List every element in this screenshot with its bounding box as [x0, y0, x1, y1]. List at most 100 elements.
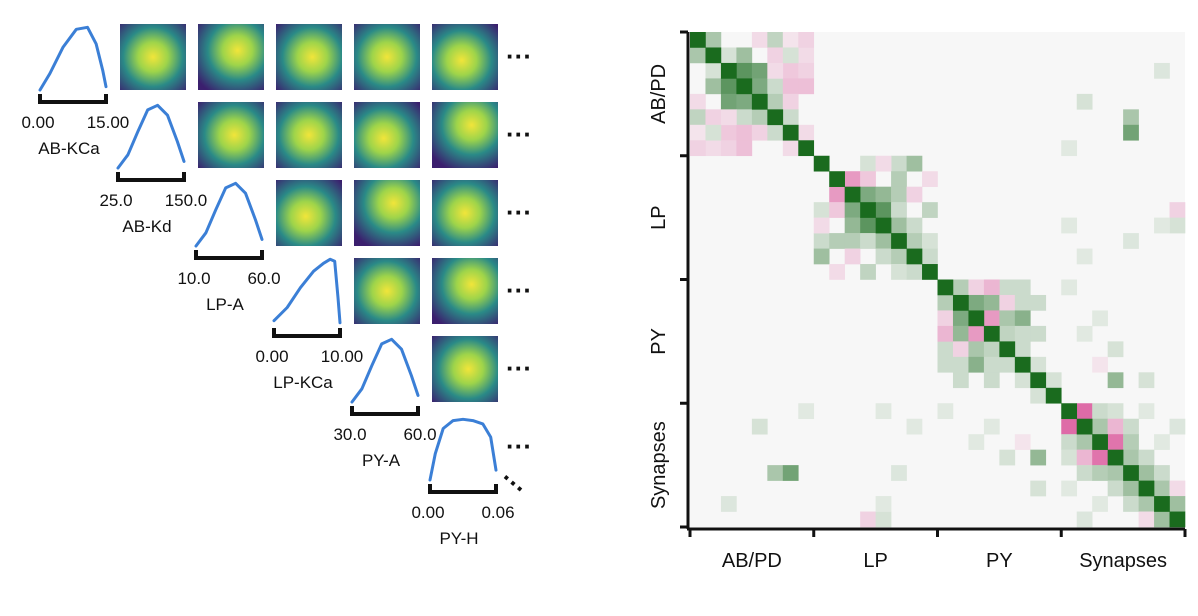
heatmap-cell-17-22 — [1030, 294, 1047, 311]
heatmap-diagonal-cell-11 — [860, 202, 876, 218]
heatmap-cell-25-27 — [1107, 418, 1124, 435]
heatmap-cell-26-30 — [1154, 434, 1170, 450]
heatmap-cell-27-28 — [1123, 449, 1139, 466]
heatmap-cell-15-13 — [891, 264, 907, 280]
heatmap-cell-26-25 — [1076, 434, 1093, 450]
x-group-label-1: LP — [863, 550, 887, 572]
heatmap-cell-5-4 — [751, 109, 768, 126]
heatmap-cell-0-7 — [798, 32, 815, 48]
heatmap-cell-30-28 — [1123, 496, 1139, 512]
density-cell-4-5 — [432, 336, 498, 402]
heatmap-cell-30-12 — [875, 496, 892, 512]
heatmap-cell-28-27 — [1107, 465, 1124, 481]
heatmap-diagonal-cell-27 — [1107, 449, 1124, 466]
heatmap-cell-1-5 — [767, 47, 784, 64]
heatmap-cell-1-2 — [720, 47, 737, 64]
density-cell-3-4 — [354, 258, 420, 324]
heatmap-cell-10-13 — [891, 186, 907, 203]
heatmap-cell-31-11 — [860, 511, 876, 528]
continuation-dots-1: ··· — [506, 119, 532, 149]
heatmap-cell-17-20 — [999, 294, 1016, 311]
heatmap-cell-8-14 — [906, 155, 923, 172]
heatmap-cell-6-2 — [720, 124, 737, 141]
heatmap-cell-11-8 — [813, 202, 830, 218]
heatmap-cell-22-27 — [1107, 372, 1124, 389]
heatmap-cell-8-13 — [891, 155, 907, 172]
heatmap-diagonal-cell-15 — [922, 264, 938, 280]
heatmap-cell-2-5 — [767, 62, 784, 79]
heatmap-cell-13-10 — [844, 233, 861, 249]
heatmap-cell-14-12 — [875, 248, 892, 265]
heatmap-cell-1-0 — [690, 47, 706, 64]
heatmap-diagonal-cell-7 — [798, 140, 815, 157]
heatmap-cell-30-26 — [1092, 496, 1108, 512]
heatmap-cell-14-15 — [922, 248, 938, 265]
marginal-curve-1 — [116, 103, 186, 170]
heatmap-cell-7-3 — [736, 140, 753, 157]
heatmap-cell-9-15 — [922, 171, 938, 187]
heatmap-cell-0-5 — [767, 32, 784, 48]
heatmap-cell-21-19 — [983, 356, 1000, 373]
heatmap-cell-8-12 — [875, 155, 892, 172]
heatmap-cell-6-3 — [736, 124, 753, 141]
heatmap-cell-31-30 — [1154, 511, 1170, 528]
heatmap-cell-28-26 — [1092, 465, 1108, 481]
heatmap-cell-26-21 — [1014, 434, 1031, 450]
heatmap-cell-21-16 — [937, 356, 954, 373]
heatmap-diagonal-cell-20 — [999, 341, 1016, 358]
heatmap-cell-14-10 — [844, 248, 861, 265]
heatmap-cell-27-22 — [1030, 449, 1047, 466]
heatmap-cell-24-16 — [937, 403, 954, 420]
heatmap-cell-17-19 — [983, 294, 1000, 311]
correlation-heatmap: AB/PD LP PY Synapses AB/PD LP PY Synapses — [648, 30, 1187, 572]
heatmap-cell-27-20 — [999, 449, 1016, 466]
heatmap-cell-6-0 — [690, 124, 706, 141]
heatmap-cell-31-25 — [1076, 511, 1093, 528]
heatmap-cell-18-26 — [1092, 310, 1108, 327]
heatmap-cell-28-6 — [782, 465, 799, 481]
density-cell-0-2 — [198, 24, 264, 90]
range-min-label-0: 0.00 — [21, 113, 54, 132]
heatmap-cell-22-19 — [983, 372, 1000, 389]
heatmap-cell-19-17 — [952, 325, 969, 342]
heatmap-cell-12-13 — [891, 217, 907, 234]
heatmap-cell-10-14 — [906, 186, 923, 203]
heatmap-diagonal-cell-4 — [751, 93, 768, 110]
heatmap-cell-11-13 — [891, 202, 907, 218]
heatmap-diagonal-cell-26 — [1092, 434, 1108, 450]
heatmap-cell-19-25 — [1076, 325, 1093, 342]
marginal-curve-3 — [272, 257, 342, 325]
continuation-dots-4: ··· — [506, 353, 532, 383]
heatmap-cell-28-30 — [1154, 465, 1170, 481]
range-bracket-5 — [428, 484, 498, 494]
heatmap-cell-15-9 — [829, 264, 845, 280]
heatmap-cell-21-20 — [999, 356, 1016, 373]
heatmap-cell-0-6 — [782, 32, 799, 48]
heatmap-diagonal-cell-18 — [968, 310, 985, 327]
heatmap-cell-4-25 — [1076, 93, 1093, 110]
heatmap-cell-2-6 — [782, 62, 799, 79]
heatmap-cell-20-27 — [1107, 341, 1124, 358]
heatmap-cell-13-15 — [922, 233, 938, 249]
heatmap-cell-25-14 — [906, 418, 923, 435]
heatmap-cell-31-12 — [875, 511, 892, 528]
corner-plot: 0.00 15.00 AB-KCa ··· 25.0 150.0 AB-Kd ··· 10.0 6… — [21, 24, 533, 548]
marginal-curve-0 — [38, 25, 108, 92]
heatmap-cell-24-25 — [1076, 403, 1093, 420]
heatmap-diagonal-cell-9 — [829, 171, 845, 187]
heatmap-cell-4-0 — [690, 93, 706, 110]
continuation-dots-diagonal: ··· — [494, 464, 533, 504]
heatmap-cell-1-6 — [782, 47, 799, 64]
heatmap-cell-1-3 — [736, 47, 753, 64]
heatmap-cell-15-14 — [906, 264, 923, 280]
heatmap-cell-25-4 — [751, 418, 768, 435]
range-bracket-3 — [272, 328, 342, 338]
heatmap-cell-7-24 — [1061, 140, 1078, 157]
heatmap-cell-3-5 — [767, 78, 784, 95]
heatmap-cell-29-27 — [1107, 480, 1124, 497]
heatmap-cell-12-24 — [1061, 217, 1078, 234]
heatmap-cell-10-9 — [829, 186, 845, 203]
heatmap-cell-18-16 — [937, 310, 954, 327]
range-bracket-4 — [350, 406, 420, 416]
heatmap-cell-29-28 — [1123, 480, 1139, 497]
